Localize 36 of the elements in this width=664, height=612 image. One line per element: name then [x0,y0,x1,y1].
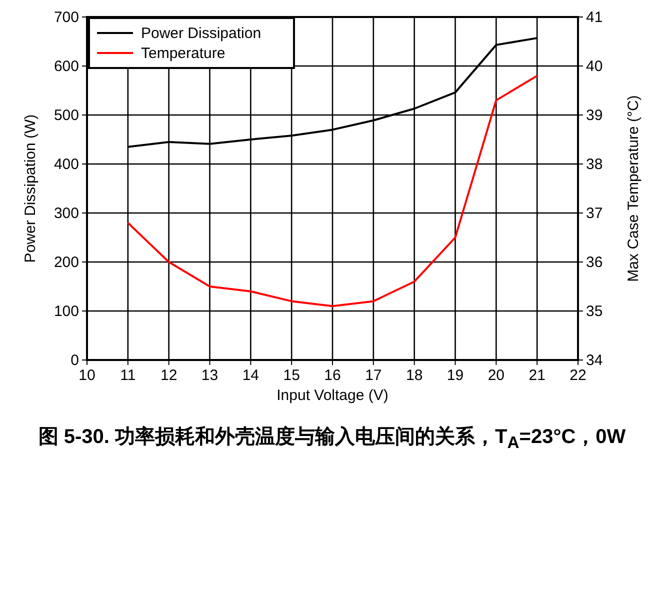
y-tick-label: 300 [54,205,79,222]
y-tick-label: 100 [54,303,79,320]
x-tick-label: 12 [160,367,178,384]
x-tick-label: 19 [446,367,464,384]
y-tick-label: 200 [54,254,79,271]
y2-tick-label: 36 [586,254,603,271]
x-axis-title: Input Voltage (V) [276,387,388,404]
y2-tick-label: 38 [586,156,603,173]
x-tick-label: 16 [324,367,341,384]
x-tick-label: 21 [528,367,546,384]
legend-label: Power Dissipation [141,25,262,42]
y2-tick-label: 39 [586,107,603,124]
line-series [126,74,538,308]
text: 图 5-30. 功率损耗和外壳温度与输入电压间的关系，T$_{A}$=23°C，0W [37,424,627,454]
x-tick-label: 22 [570,367,586,384]
y2-axis-title: Max Case Temperature (°C) [625,95,642,282]
y2-tick-label: 41 [586,9,603,26]
x-tick-label: 15 [283,367,300,384]
y-tick-label: 0 [70,352,79,369]
x-tick-label: 13 [201,367,218,384]
y-axis-title: Power Dissipation (W) [22,114,39,263]
x-tick-label: 17 [365,367,382,384]
y2-tick-label: 35 [586,303,603,320]
y2-tick-label: 40 [586,58,603,75]
y2-tick-label: 37 [586,205,603,222]
x-tick-label: 11 [120,367,136,384]
y-tick-label: 700 [54,9,79,26]
y-tick-label: 600 [54,58,79,75]
y-tick-label: 400 [54,156,79,173]
x-tick-label: 14 [242,367,260,384]
x-tick-label: 18 [406,367,423,384]
legend-label: Temperature [141,45,226,62]
y2-tick-label: 34 [586,352,603,369]
y-tick-label: 500 [54,107,79,124]
x-tick-label: 10 [78,367,96,384]
x-tick-label: 20 [488,367,505,384]
